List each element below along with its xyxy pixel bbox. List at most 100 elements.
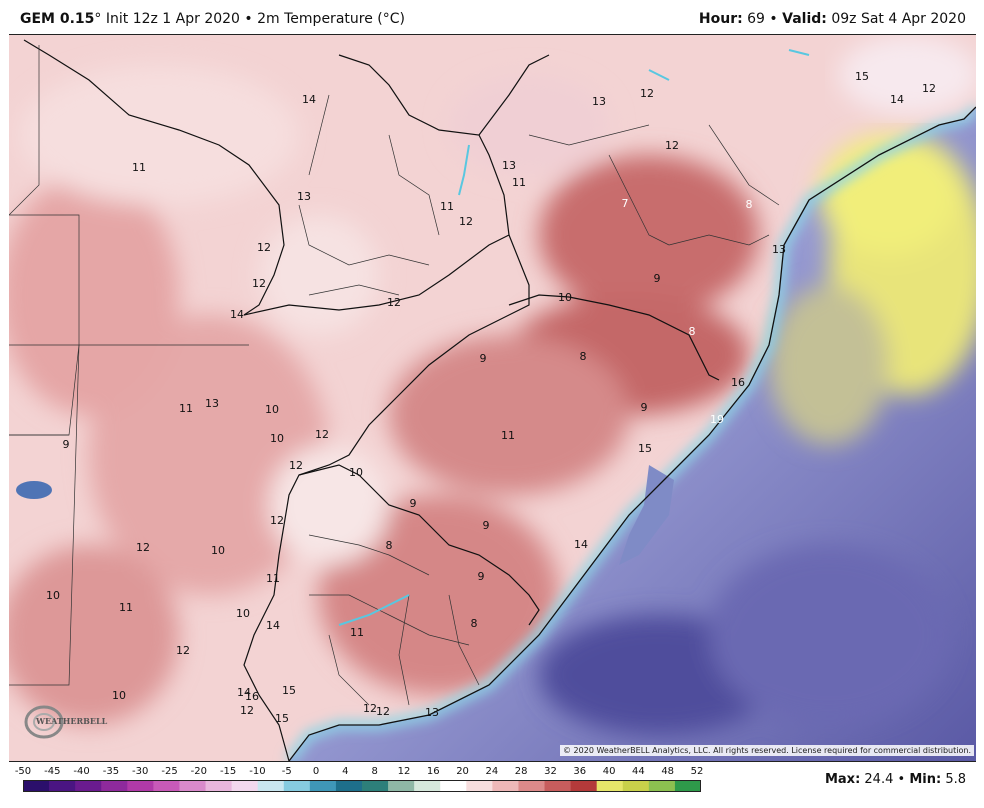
value-label: 11	[501, 429, 515, 442]
value-label: 14	[302, 93, 316, 106]
valid-label: Valid:	[782, 11, 827, 27]
header-bar: GEM 0.15° Init 12z 1 Apr 2020 • 2m Tempe…	[0, 0, 984, 34]
colorbar-tick-label: -15	[219, 766, 237, 777]
value-label: 16	[731, 376, 745, 389]
value-label: 10	[46, 589, 60, 602]
value-label: 13	[772, 243, 786, 256]
colorbar-swatch	[231, 780, 259, 792]
separator: •	[897, 772, 910, 787]
colorbar-swatch	[23, 780, 50, 792]
value-label: 15	[855, 70, 869, 83]
value-label: 12	[363, 702, 377, 715]
value-label: 13	[592, 95, 606, 108]
value-label: 14	[237, 686, 251, 699]
colorbar-tick-label: 52	[690, 766, 704, 777]
min-label: Min:	[909, 772, 942, 787]
value-label: 7	[622, 197, 629, 210]
rivers	[338, 49, 810, 626]
value-label: 13	[425, 706, 439, 719]
value-label: 12	[665, 139, 679, 152]
colorbar-tick-label: -45	[44, 766, 61, 777]
colorbar-tick-label: -25	[161, 766, 178, 777]
colorbar-swatch	[674, 780, 701, 792]
value-label: 12	[240, 704, 254, 717]
degree-mark: °	[94, 11, 102, 27]
value-label: 11	[132, 161, 146, 174]
colorbar-tick-label: -50	[14, 766, 32, 777]
colorbar-tick-label: 12	[397, 766, 411, 777]
value-label: 9	[480, 352, 487, 365]
colorbar-tick-label: 8	[371, 766, 378, 777]
value-label: 8	[746, 198, 753, 211]
colorbar-swatch	[49, 780, 76, 792]
colorbar-swatch	[388, 780, 415, 792]
value-label: 11	[119, 601, 133, 614]
value-label: 8	[386, 539, 393, 552]
colorbar-swatch	[309, 780, 337, 792]
map-canvas: 14 13 12 15 14 12 11 13 11 12 7 8 13 11 …	[9, 35, 976, 761]
colorbar-swatch	[596, 780, 624, 792]
value-label: 13	[297, 190, 311, 203]
colorbar-swatch	[75, 780, 102, 792]
colorbar-tick-label: 16	[426, 766, 440, 777]
value-label: 11	[266, 572, 280, 585]
colorbar-tick-label: 36	[573, 766, 587, 777]
value-label: 10	[270, 432, 284, 445]
colorbar-swatch	[205, 780, 233, 792]
colorbar-swatch	[127, 780, 154, 792]
value-label: 13	[502, 159, 516, 172]
max-value: 24.4	[864, 772, 894, 787]
colorbar-swatch	[153, 780, 180, 792]
value-label: 8	[471, 617, 478, 630]
colorbar-tick-label: 32	[544, 766, 557, 777]
separator: •	[764, 11, 783, 27]
colorbar-swatch	[257, 780, 285, 792]
value-labels: 14 13 12 15 14 12 11 13 11 12 7 8 13 11 …	[46, 70, 936, 725]
value-label: 9	[641, 401, 648, 414]
colorbar-tick-label: -40	[73, 766, 90, 777]
value-label: 8	[580, 350, 587, 363]
colorbar-tick-label: 28	[514, 766, 528, 777]
value-label: 10	[558, 291, 572, 304]
value-label: 11	[350, 626, 364, 639]
colorbar-swatch	[622, 780, 650, 792]
value-label: 12	[459, 215, 473, 228]
colorbar-tick-label: 20	[456, 766, 469, 777]
value-label: 12	[387, 296, 401, 309]
weatherbell-logo: WEATHERBELL	[22, 700, 112, 746]
value-label: 9	[63, 438, 70, 451]
colorbar-tick-label: -30	[132, 766, 149, 777]
valid-block: Hour: 69 • Valid: 09z Sat 4 Apr 2020	[699, 11, 966, 27]
colorbar-tick-label: -35	[102, 766, 120, 777]
max-label: Max:	[824, 772, 861, 787]
hour-value: 69	[742, 11, 765, 27]
colorbar-swatch	[570, 780, 598, 792]
logo-swirl-icon	[24, 705, 64, 739]
value-label: 12	[922, 82, 936, 95]
value-label: 9	[483, 519, 490, 532]
value-label: 11	[179, 402, 193, 415]
value-label: 12	[640, 87, 654, 100]
colorbar-swatch	[362, 780, 389, 792]
value-label: 9	[478, 570, 485, 583]
coastline	[288, 106, 976, 761]
value-label: 15	[638, 442, 652, 455]
value-label: 10	[112, 689, 126, 702]
value-label: 12	[376, 705, 390, 718]
colorbar-swatch	[179, 780, 207, 792]
init-time: Init 12z 1 Apr 2020	[101, 11, 240, 27]
value-label: 14	[266, 619, 280, 632]
model-name: GEM 0.15	[20, 11, 95, 27]
colorbar-tick-label: 40	[602, 766, 616, 777]
temperature-map[interactable]: 14 13 12 15 14 12 11 13 11 12 7 8 13 11 …	[9, 34, 976, 762]
value-label: 12	[270, 514, 284, 527]
colorbar-swatch	[544, 780, 572, 792]
colorbar-tick-label: 0	[312, 766, 320, 777]
value-label: 12	[136, 541, 150, 554]
value-label: 9	[654, 272, 661, 285]
lake	[16, 481, 52, 499]
value-label: 12	[289, 459, 303, 472]
state-borders	[9, 45, 780, 706]
value-label: 14	[890, 93, 904, 106]
colorbar-tick-label: -5	[281, 766, 292, 777]
